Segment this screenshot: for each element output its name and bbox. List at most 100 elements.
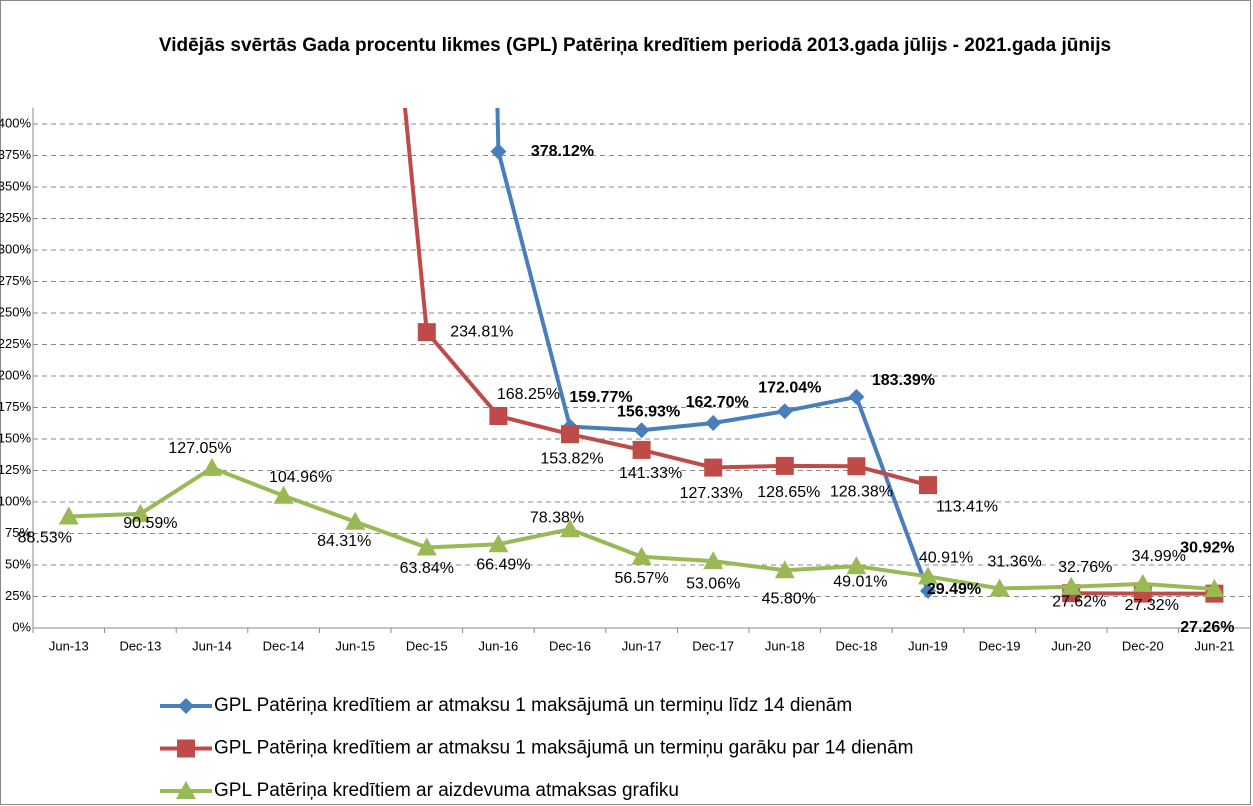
y-tick-label: 0% [12,619,31,634]
data-label: 113.41% [936,498,998,515]
marker [273,485,294,504]
x-tick-label: Jun-13 [49,638,89,653]
data-label: 172.04% [758,379,821,396]
data-label: 127.05% [168,440,231,457]
data-label: 84.31% [317,533,371,550]
data-label: 29.49% [927,581,981,598]
x-tick-label: Jun-19 [908,638,948,653]
marker [202,457,222,476]
marker [345,511,366,530]
y-tick-label: 325% [0,210,31,225]
x-tick-label: Jun-18 [765,638,805,653]
y-tick-label: 200% [0,367,31,382]
marker [989,578,1010,597]
x-tick-label: Dec-20 [1122,638,1164,653]
data-label: 88.53% [18,530,72,547]
marker [176,781,196,799]
y-tick-label: 300% [0,241,31,256]
data-labels: 378.12% 159.77%156.93% 162.70% 172.04% 183.3… [18,143,1235,636]
marker [775,456,794,475]
marker [774,560,795,579]
x-tick-label: Jun-17 [622,638,662,653]
legend-label: GPL Patēriņa kredītiem ar atmaksu 1 maks… [214,738,913,759]
marker [130,503,151,522]
data-label: 127.33% [680,485,743,502]
data-label: 34.99% [1132,548,1186,565]
x-tick-label: Jun-16 [479,638,519,653]
marker [632,440,651,459]
marker [178,698,194,714]
data-label: 90.59% [123,515,177,532]
data-label: 32.76% [1058,559,1112,576]
marker [631,546,652,565]
marker [705,414,722,431]
x-tick-label: Jun-21 [1195,638,1235,653]
data-label: 27.32% [1125,597,1179,614]
data-label: 63.84% [400,560,454,577]
x-tick-label: Dec-14 [263,638,305,653]
chart-title: Vidējās svērtās Gada procentu likmes (GP… [158,35,1112,56]
data-label: 128.65% [757,484,820,501]
x-tick-label: Jun-14 [192,638,232,653]
marker [846,556,867,575]
marker [920,582,936,599]
y-tick-label: 150% [0,430,31,445]
y-tick-label: 350% [0,178,31,193]
x-tick-label: Dec-13 [119,638,161,653]
marker [704,458,723,477]
marker [848,388,865,405]
y-tick-label: 75% [5,525,31,540]
x-tick-label: Jun-20 [1051,638,1091,653]
data-label: 27.62% [1052,593,1106,610]
data-label: 45.80% [762,591,816,608]
x-tick-label: Dec-17 [692,638,734,653]
data-label: 27.26% [1180,619,1234,636]
x-tick-label: Jun-15 [335,638,375,653]
data-label: 66.49% [476,556,530,573]
data-label: 378.12% [531,143,594,160]
plot-area [58,108,1225,603]
x-tick-label: Dec-19 [979,638,1021,653]
marker [847,457,866,476]
marker [58,506,79,525]
y-tick-label: 250% [0,304,31,319]
marker [561,425,579,444]
marker [918,566,938,585]
y-tick-label: 25% [5,588,31,603]
marker [703,551,724,570]
marker [417,323,436,342]
y-tick-label: 225% [0,336,31,351]
marker [776,403,793,420]
data-label: 162.70% [686,394,749,411]
legend-label: GPL Patēriņa kredītiem ar aizdevuma atma… [214,780,679,801]
marker [919,476,937,495]
data-label: 234.81% [450,323,513,340]
marker [177,739,195,758]
x-tick-label: Dec-18 [835,638,877,653]
marker [490,143,507,160]
data-label: 49.01% [833,573,887,590]
marker [416,537,437,556]
y-tick-label: 400% [0,115,31,130]
marker [488,534,509,553]
marker [560,519,580,538]
data-label: 156.93% [617,403,680,420]
data-label: 183.39% [872,372,935,389]
y-tick-label: 50% [5,556,31,571]
data-label: 153.82% [540,450,603,467]
data-label: 168.25% [497,386,560,403]
data-label: 53.06% [686,575,740,592]
data-label: 31.36% [987,554,1041,571]
legend-label: GPL Patēriņa kredītiem ar atmaksu 1 maks… [214,695,852,716]
series-line [403,108,1215,596]
marker [1132,573,1153,592]
marker [489,406,508,425]
y-tick-label: 100% [0,493,31,508]
x-tick-label: Dec-15 [406,638,448,653]
data-label: 104.96% [269,469,332,486]
data-label: 128.38% [830,483,893,500]
data-label: 30.92% [1180,539,1234,556]
